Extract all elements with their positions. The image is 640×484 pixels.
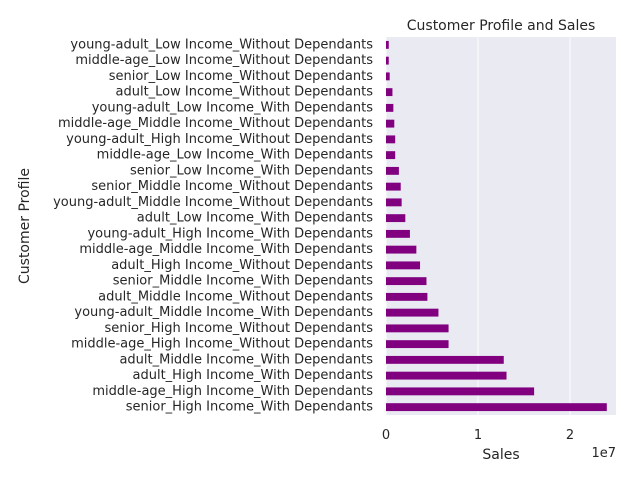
- bar: [386, 214, 406, 223]
- category-label: middle-age_Middle Income_With Dependants: [79, 242, 373, 257]
- category-label: senior_Middle Income_Without Dependants: [91, 179, 373, 194]
- x-axis-scale-label: 1e7: [591, 446, 616, 461]
- plot-background: [386, 37, 616, 415]
- category-label: adult_Low Income_Without Dependants: [116, 85, 374, 100]
- bar: [386, 198, 402, 207]
- bar: [386, 229, 410, 238]
- category-label: young-adult_Middle Income_With Dependant…: [74, 305, 373, 320]
- bar: [386, 166, 399, 175]
- category-label: middle-age_Low Income_Without Dependants: [75, 53, 373, 68]
- bar: [386, 371, 507, 380]
- category-label: senior_Middle Income_With Dependants: [113, 274, 374, 289]
- bar: [386, 245, 417, 254]
- category-label: middle-age_High Income_Without Dependant…: [71, 337, 373, 352]
- x-tick-label: 2: [566, 428, 574, 443]
- bar: [386, 355, 504, 364]
- category-label: adult_Middle Income_Without Dependants: [98, 289, 373, 304]
- bar: [386, 182, 401, 191]
- category-label: adult_High Income_Without Dependants: [111, 258, 373, 273]
- bar: [386, 135, 396, 144]
- bar: [386, 40, 389, 49]
- bar: [386, 72, 390, 81]
- category-label: young-adult_Low Income_With Dependants: [92, 100, 374, 115]
- bar: [386, 403, 607, 412]
- x-tick-labels: 0 1 2: [382, 428, 574, 443]
- category-label: adult_Low Income_With Dependants: [137, 211, 373, 226]
- category-label: senior_Low Income_Without Dependants: [109, 69, 373, 84]
- bar: [386, 261, 421, 270]
- bar: [386, 292, 428, 301]
- bar: [386, 340, 449, 349]
- category-label: middle-age_Low Income_With Dependants: [97, 148, 374, 163]
- category-label: senior_High Income_With Dependants: [126, 400, 373, 415]
- category-label: young-adult_Low Income_Without Dependant…: [70, 37, 373, 52]
- y-axis-label: Customer Profile: [17, 168, 33, 284]
- chart-title: Customer Profile and Sales: [407, 18, 596, 34]
- grid-lines: [385, 37, 571, 415]
- category-label: adult_Middle Income_With Dependants: [119, 352, 373, 367]
- category-label: senior_High Income_Without Dependants: [104, 321, 373, 336]
- bar: [386, 56, 389, 65]
- category-label: middle-age_High Income_With Dependants: [92, 384, 373, 399]
- bar: [386, 387, 535, 396]
- category-label: young-adult_High Income_Without Dependan…: [66, 132, 373, 147]
- bar: [386, 151, 396, 160]
- bar: [386, 103, 394, 112]
- x-tick-label: 1: [474, 428, 482, 443]
- category-label: senior_Low Income_With Dependants: [130, 163, 373, 178]
- category-label: young-adult_Middle Income_Without Depend…: [53, 195, 373, 210]
- bar: [386, 277, 427, 286]
- bars: [386, 40, 607, 412]
- x-tick-label: 0: [382, 428, 390, 443]
- bar: [386, 324, 449, 333]
- category-labels: young-adult_Low Income_Without Dependant…: [53, 37, 373, 414]
- category-label: young-adult_High Income_With Dependants: [87, 226, 373, 241]
- x-axis-label: Sales: [482, 447, 519, 463]
- bar: [386, 119, 395, 128]
- bar: [386, 88, 393, 97]
- category-label: adult_High Income_With Dependants: [133, 368, 374, 383]
- category-label: middle-age_Middle Income_Without Dependa…: [58, 116, 373, 131]
- bar: [386, 308, 439, 317]
